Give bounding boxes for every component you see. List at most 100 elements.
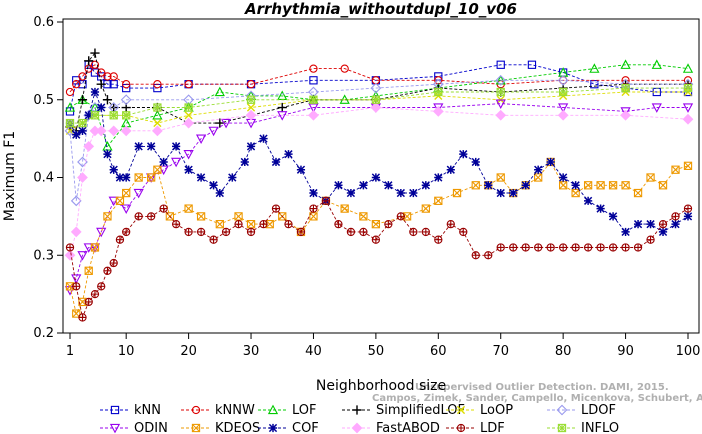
point-ldof [120, 94, 132, 106]
point-ldf [122, 228, 130, 236]
legend-marker-loop [456, 405, 466, 415]
legend-marker-inflo [558, 424, 566, 432]
point-cof [396, 188, 405, 198]
point-odin [133, 188, 144, 199]
point-kdeos [421, 204, 430, 213]
point-knnw [340, 64, 349, 73]
point-fastabod [245, 109, 257, 121]
point-knnw [153, 80, 162, 89]
point-inflo [90, 111, 99, 120]
point-fastabod [95, 125, 107, 137]
point-ldf [222, 228, 230, 236]
legend-label-kdeos: KDEOS [215, 421, 260, 434]
point-lof [589, 63, 600, 73]
point-kdeos [534, 173, 543, 182]
point-cof [409, 188, 418, 198]
point-kdeos [596, 181, 605, 190]
series-line-fastabod [69, 107, 689, 256]
point-ldf [608, 243, 618, 252]
legend-item-kdeos: KDEOS [181, 421, 260, 434]
point-inflo [371, 95, 380, 104]
point-ldf [65, 243, 75, 252]
point-fastabod [682, 113, 694, 125]
series-odin [64, 99, 694, 296]
legend-item-ldof: LDOF [547, 403, 616, 418]
point-kdeos [84, 266, 93, 275]
point-cof [583, 196, 593, 205]
point-cof [421, 181, 430, 190]
point-kdeos [434, 196, 443, 205]
point-kdeos [633, 188, 643, 198]
series-layer [64, 48, 694, 322]
point-cof [271, 157, 281, 167]
watermark: Unsupervised Outlier Detection. DAMI, 20… [372, 382, 702, 404]
point-knn [78, 80, 87, 89]
point-cof [184, 165, 193, 174]
point-ldf [434, 236, 442, 244]
x-tick-label: 80 [555, 344, 572, 359]
point-cof [484, 181, 493, 190]
point-inflo [496, 87, 505, 96]
point-fastabod [120, 125, 132, 137]
point-knnw [65, 87, 75, 97]
point-ldf [546, 243, 555, 252]
point-kdeos [115, 196, 124, 205]
point-ldf [446, 219, 455, 229]
point-kdeos [659, 181, 668, 190]
y-tick-label: 0.5 [33, 93, 54, 108]
point-fastabod [370, 102, 382, 113]
point-ldf [347, 228, 355, 236]
point-lof [64, 102, 76, 112]
point-ldf [103, 266, 112, 275]
point-cof [683, 212, 693, 221]
point-lof [651, 59, 662, 69]
point-kdeos [90, 243, 100, 252]
legend-item-simplifiedlof: SimplifiedLOF [342, 403, 465, 418]
point-simplifiedlof [215, 118, 225, 128]
point-cof [658, 227, 668, 237]
point-kdeos [147, 173, 156, 182]
point-cof [246, 142, 256, 151]
point-cof [409, 188, 418, 198]
point-inflo [246, 95, 256, 104]
point-ldf [91, 290, 99, 298]
legend-label-fastabod: FastABOD [376, 421, 440, 434]
point-cof [534, 165, 543, 174]
point-cof [228, 173, 237, 182]
point-odin [220, 118, 232, 129]
series-line-odin [69, 103, 688, 291]
legend-item-ldf: LDF [446, 421, 505, 434]
legend-marker-kdeos [191, 423, 201, 433]
point-knnw [103, 72, 112, 81]
point-fastabod [432, 106, 444, 117]
point-knnw [309, 64, 318, 73]
point-ldf [534, 243, 543, 252]
x-tick-label: 60 [430, 344, 447, 359]
legend-marker-knnw [191, 405, 201, 415]
point-kdeos [265, 220, 274, 229]
point-cof [683, 212, 693, 221]
point-ldf [197, 228, 205, 236]
point-simplifiedlof [77, 95, 88, 105]
point-cof [509, 188, 518, 198]
series-knnw [65, 60, 693, 97]
point-kdeos [197, 212, 206, 221]
point-ldf [309, 204, 318, 213]
point-cof [583, 196, 593, 205]
legend-marker-odin [109, 423, 121, 434]
point-ldf [359, 227, 368, 237]
point-cof [446, 165, 455, 174]
point-inflo [621, 83, 630, 93]
point-knnw [184, 80, 193, 89]
point-ldf [321, 196, 331, 205]
point-cof [621, 227, 630, 237]
point-odin [195, 134, 207, 144]
point-cof [271, 157, 281, 167]
point-ldf [66, 243, 74, 252]
point-ldf [97, 282, 106, 291]
point-cof [359, 181, 368, 190]
point-ldf [171, 219, 181, 229]
point-cof [196, 173, 206, 182]
point-kdeos [184, 204, 193, 213]
